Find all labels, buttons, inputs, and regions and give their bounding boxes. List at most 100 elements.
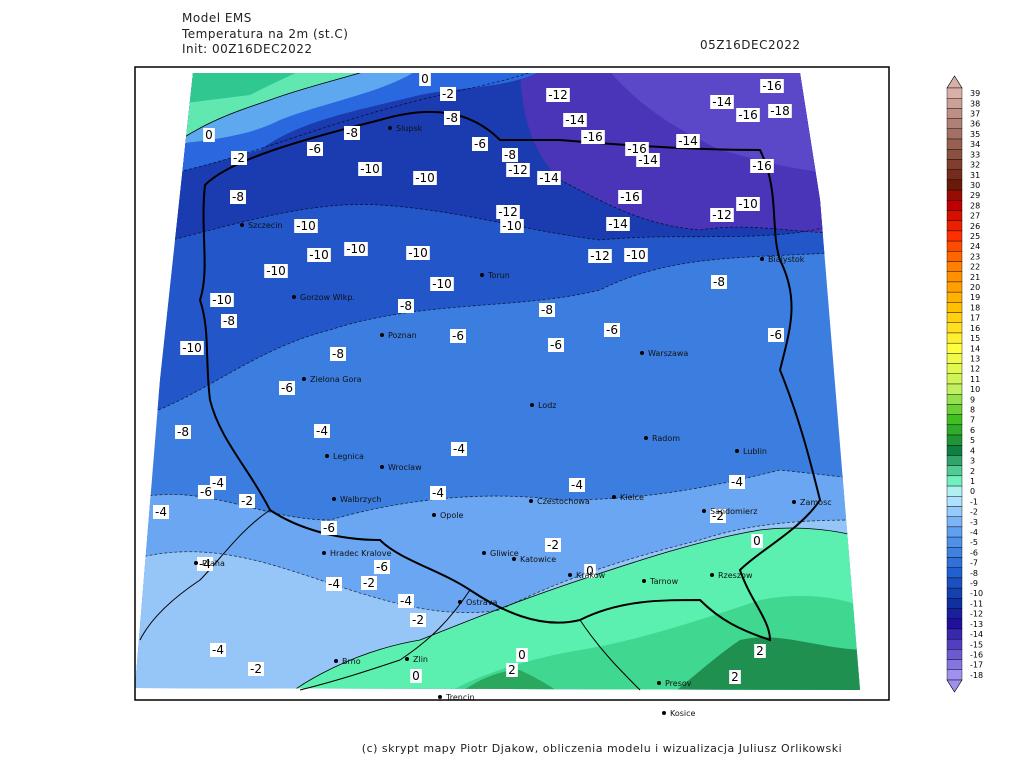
contour-label: -16 (625, 142, 649, 156)
contour-label-box (374, 560, 390, 574)
contour-label: -14 (636, 153, 660, 167)
contour-label: -18 (768, 104, 792, 118)
colorbar-label: 32 (970, 161, 980, 170)
colorbar-box (946, 434, 963, 446)
colorbar-label: 8 (970, 406, 975, 415)
contour-label-box (502, 148, 518, 162)
contour-label: 0 (203, 128, 215, 142)
contour-label-box (326, 577, 342, 591)
contour-label-box (358, 162, 382, 176)
colorbar-label: 1 (970, 477, 975, 486)
contour-label-text: -14 (565, 113, 585, 127)
contour-label-box (710, 95, 734, 109)
contour-label: -10 (358, 162, 382, 176)
contour-label: -8 (230, 190, 246, 204)
contour-label-text: -8 (713, 275, 725, 289)
contour-label-text: -10 (266, 264, 286, 278)
contour-label: -4 (210, 476, 226, 490)
contour-label-box (321, 521, 337, 535)
contour-label-text: -10 (360, 162, 380, 176)
city-dot (640, 351, 644, 355)
contour-label-box (750, 159, 774, 173)
contour-label: -10 (210, 293, 234, 307)
city-name: Gorzow Wlkp. (300, 293, 355, 302)
colorbar-box (946, 169, 963, 181)
city-dot (334, 659, 338, 663)
colorbar-box (946, 189, 963, 201)
colorbar-box (946, 536, 963, 548)
contour-label-text: -4 (199, 557, 211, 571)
contour-label: 2 (754, 644, 766, 658)
contour-label: -2 (410, 613, 426, 627)
city-dot (482, 551, 486, 555)
colorbar-box (946, 342, 963, 354)
contour-label: -2 (710, 509, 726, 523)
contour-label-box (307, 248, 331, 262)
contour-label-box (500, 219, 524, 233)
city-dot (702, 509, 706, 513)
colorbar-label: 37 (970, 110, 980, 119)
colorbar-box (946, 577, 963, 589)
contour-label-box (569, 478, 585, 492)
contour-label-box (430, 277, 454, 291)
contour-label: -10 (736, 197, 760, 211)
contour-label-box (210, 643, 226, 657)
contour-label: -4 (729, 475, 745, 489)
colorbar-label: 30 (970, 181, 980, 190)
contour-label-text: -16 (627, 142, 647, 156)
colorbar-box (946, 455, 963, 466)
contour-label-text: -4 (155, 505, 167, 519)
contour-label: -10 (500, 219, 524, 233)
contour-label: -4 (210, 643, 226, 657)
contour-label-text: -8 (446, 111, 458, 125)
contour-label-text: -8 (177, 425, 189, 439)
colorbar-box (946, 353, 963, 364)
colorbar-box (946, 557, 963, 568)
contour-label-box (239, 494, 255, 508)
colorbar-label: -15 (970, 640, 983, 649)
contour-label: -6 (198, 485, 214, 499)
contour-label-text: -16 (738, 108, 758, 122)
city-dot (332, 497, 336, 501)
neighbour-borders (139, 509, 641, 691)
city-name: Warszawa (648, 349, 688, 358)
colorbar-box (946, 200, 963, 211)
contour-label-text: -2 (442, 87, 454, 101)
colorbar-label: 15 (970, 334, 980, 343)
colorbar-label: 20 (970, 283, 980, 292)
city-name: Slupsk (396, 124, 423, 133)
contour-label-box (710, 509, 726, 523)
contour-label-box (548, 338, 564, 352)
city-name: Praha (202, 559, 225, 568)
city-name: Sandomierz (710, 507, 757, 516)
contour-label: -8 (344, 126, 360, 140)
contour-label-text: -6 (452, 329, 464, 343)
colorbar-label: -3 (970, 518, 978, 527)
contour-label-box (221, 314, 237, 328)
colorbar-label: 10 (970, 385, 980, 394)
labels-layer: 0-2 -12-16-14-16 -18-8 -140 -8 -16 -14-16-6-6-… (153, 72, 832, 718)
colorbar-label: 4 (970, 446, 975, 455)
contour-label: 0 (584, 564, 596, 578)
contour-label-text: -2 (241, 494, 253, 508)
colorbar-box (946, 608, 963, 619)
contour-label-text: -8 (332, 347, 344, 361)
city-dot (657, 681, 661, 685)
contour-label: 2 (506, 663, 518, 677)
colorbar-label: 28 (970, 201, 980, 210)
contour-label-text: -6 (309, 142, 321, 156)
contour-label-text: -8 (346, 126, 358, 140)
contour-label: -6 (374, 560, 390, 574)
contour-label-text: -10 (296, 219, 316, 233)
contour-label: 0 (410, 669, 422, 683)
contour-label-text: -10 (626, 248, 646, 262)
colorbar-box (946, 261, 963, 272)
city-dot (432, 513, 436, 517)
contour-label-box (710, 208, 734, 222)
colorbar-label: 31 (970, 171, 980, 180)
contour-label-text: -2 (712, 509, 724, 523)
contour-label-text: -16 (620, 190, 640, 204)
contour-label: -14 (537, 171, 561, 185)
contour-label-text: -12 (508, 163, 528, 177)
contour-label-text: -4 (212, 476, 224, 490)
